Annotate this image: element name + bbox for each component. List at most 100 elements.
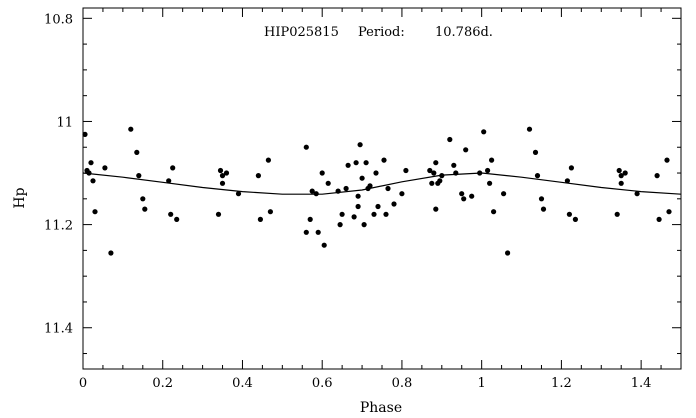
data-point — [437, 178, 443, 184]
data-point — [128, 126, 134, 132]
data-point — [303, 144, 309, 150]
y-tick-label: 11 — [56, 115, 73, 130]
data-point — [309, 188, 315, 194]
data-point — [622, 170, 628, 176]
annotation-star-id: HIP025815 — [264, 25, 339, 40]
data-point — [307, 216, 313, 222]
x-tick-label: 0.6 — [312, 376, 333, 391]
y-tick-label: 10.8 — [44, 12, 73, 27]
data-point — [140, 196, 146, 202]
x-tick-label: 1 — [478, 376, 486, 391]
data-point — [257, 216, 263, 222]
data-point — [433, 206, 439, 212]
data-point — [489, 157, 495, 163]
data-point — [477, 170, 483, 176]
data-point — [634, 191, 640, 197]
x-tick-label: 0 — [79, 376, 87, 391]
data-point — [540, 206, 547, 212]
data-point — [618, 173, 624, 179]
data-point — [566, 211, 573, 217]
data-point — [371, 211, 377, 217]
data-point — [335, 188, 341, 194]
data-point — [439, 173, 445, 179]
data-point — [616, 167, 622, 174]
data-point — [219, 180, 226, 186]
data-point — [459, 191, 465, 197]
data-point — [385, 185, 391, 192]
data-point — [319, 170, 325, 176]
data-point — [487, 180, 493, 186]
data-point — [219, 173, 226, 179]
data-point — [215, 211, 222, 217]
data-point — [505, 250, 511, 256]
data-point — [82, 131, 88, 137]
data-point — [526, 126, 533, 132]
x-tick-label: 1.2 — [551, 376, 572, 391]
data-point — [534, 173, 541, 179]
data-point — [654, 173, 660, 179]
data-point — [453, 170, 459, 176]
data-point — [363, 160, 369, 166]
data-point — [373, 170, 379, 176]
data-point — [170, 165, 176, 171]
x-tick-label: 1.4 — [631, 376, 652, 391]
data-point — [357, 142, 363, 148]
data-point — [313, 191, 319, 197]
data-point — [501, 191, 507, 197]
data-point — [142, 206, 148, 212]
data-point — [255, 173, 261, 179]
data-point — [315, 229, 321, 235]
data-point — [343, 185, 349, 192]
data-point — [447, 136, 453, 143]
plot-frame — [82, 7, 682, 370]
data-point — [403, 167, 409, 174]
data-point — [481, 129, 487, 135]
data-point — [355, 203, 361, 210]
data-point — [223, 170, 230, 176]
x-axis-title: Phase — [360, 400, 402, 416]
data-point — [217, 167, 224, 174]
data-point — [92, 209, 98, 215]
data-point — [303, 229, 309, 235]
y-axis-title: Hp — [12, 187, 28, 208]
data-point — [325, 180, 331, 186]
data-point — [431, 170, 437, 176]
data-point — [461, 196, 467, 202]
x-tick-label: 0.4 — [232, 376, 253, 391]
data-point — [134, 149, 140, 155]
fit-curve — [82, 172, 682, 195]
data-point — [166, 178, 172, 184]
y-tick-label: 11.4 — [44, 322, 73, 337]
data-point — [381, 157, 387, 163]
data-point — [572, 216, 579, 222]
data-point — [168, 211, 174, 217]
data-point — [399, 191, 405, 197]
data-point — [564, 178, 571, 184]
data-point — [108, 250, 114, 256]
data-point — [451, 162, 457, 168]
data-point — [656, 216, 662, 222]
data-point — [427, 167, 433, 174]
data-point — [235, 191, 242, 197]
data-point — [618, 180, 624, 186]
data-point — [265, 157, 271, 163]
data-point — [463, 147, 469, 153]
data-point — [538, 196, 545, 202]
x-tick-label: 0.8 — [392, 376, 413, 391]
data-point — [339, 211, 345, 217]
data-point — [666, 209, 672, 215]
x-tick-label: 0.2 — [152, 376, 173, 391]
data-point — [88, 160, 94, 166]
data-point — [174, 216, 180, 222]
data-point — [337, 222, 343, 228]
data-point — [375, 203, 381, 210]
data-point — [532, 149, 539, 155]
data-point — [664, 157, 670, 163]
data-point — [485, 167, 491, 174]
data-point — [355, 193, 361, 199]
data-point — [383, 211, 389, 217]
data-point — [614, 211, 620, 217]
data-point — [345, 162, 351, 168]
y-tick-label: 11.2 — [44, 219, 73, 234]
